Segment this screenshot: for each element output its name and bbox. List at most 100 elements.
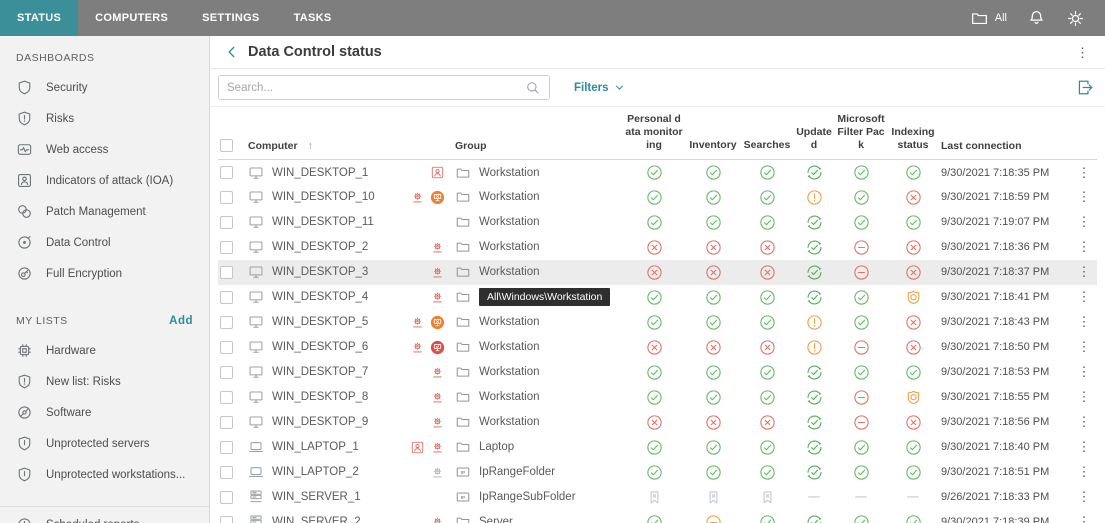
sidebar-item-indicators-of-attack-ioa[interactable]: Indicators of attack (IOA) xyxy=(0,165,209,196)
computer-name[interactable]: WIN_DESKTOP_9 xyxy=(272,416,369,429)
table-row[interactable]: WIN_LAPTOP_2 IP IpRangeFolder 9/30/2021 7:1… xyxy=(218,460,1097,485)
computer-name[interactable]: WIN_LAPTOP_2 xyxy=(272,466,359,479)
computer-name[interactable]: WIN_DESKTOP_3 xyxy=(272,266,369,279)
computer-name[interactable]: WIN_SERVER_1 xyxy=(272,491,361,504)
sidebar-item-risks[interactable]: Risks xyxy=(0,103,209,134)
row-checkbox[interactable] xyxy=(220,290,233,304)
sidebar-item-scheduled-reports[interactable]: Scheduled reports xyxy=(0,509,209,523)
row-menu-kebab-icon[interactable]: ⋮ xyxy=(1077,414,1091,430)
header-checkbox[interactable] xyxy=(220,139,233,153)
row-menu-kebab-icon[interactable]: ⋮ xyxy=(1077,489,1091,505)
row-menu-kebab-icon[interactable]: ⋮ xyxy=(1077,514,1091,523)
row-checkbox[interactable] xyxy=(220,265,233,279)
row-checkbox[interactable] xyxy=(220,240,233,254)
computer-name[interactable]: WIN_SERVER_2 xyxy=(272,516,361,523)
table-row[interactable]: WIN_DESKTOP_8 Workstation 9/30/2021 7:18:5… xyxy=(218,385,1097,410)
sidebar-item-hardware[interactable]: Hardware xyxy=(0,335,209,366)
row-checkbox[interactable] xyxy=(220,166,233,180)
sidebar-item-web-access[interactable]: Web access xyxy=(0,134,209,165)
column-header-updated[interactable]: Updated xyxy=(793,107,835,161)
column-header-last-connection[interactable]: Last connection xyxy=(939,107,1071,161)
add-list-button[interactable]: Add xyxy=(169,315,193,327)
row-menu-kebab-icon[interactable]: ⋮ xyxy=(1077,189,1091,205)
row-checkbox[interactable] xyxy=(220,390,233,404)
row-checkbox[interactable] xyxy=(220,315,233,329)
filters-button[interactable]: Filters xyxy=(574,82,625,94)
sidebar-item-patch-management[interactable]: Patch Management xyxy=(0,196,209,227)
table-row[interactable]: WIN_DESKTOP_4 All\Windows\Workstation 9/30… xyxy=(218,285,1097,310)
sidebar-item-unprotected-servers[interactable]: Unprotected servers xyxy=(0,428,209,459)
sidebar-item-unprotected-workstations[interactable]: Unprotected workstations... xyxy=(0,459,209,490)
column-header-searches[interactable]: Searches xyxy=(741,107,793,161)
row-menu-kebab-icon[interactable]: ⋮ xyxy=(1077,289,1091,305)
computer-name[interactable]: WIN_DESKTOP_2 xyxy=(272,241,369,254)
table-row[interactable]: WIN_DESKTOP_9 Workstation 9/30/2021 7:18:5… xyxy=(218,410,1097,435)
row-menu-kebab-icon[interactable]: ⋮ xyxy=(1077,314,1091,330)
row-menu-kebab-icon[interactable]: ⋮ xyxy=(1077,389,1091,405)
table-row[interactable]: WIN_DESKTOP_1 Workstation 9/30/2021 7:18:3… xyxy=(218,160,1097,185)
select-all-checkbox[interactable] xyxy=(218,107,246,161)
column-header-group[interactable]: Group xyxy=(453,107,623,161)
computer-name[interactable]: WIN_DESKTOP_7 xyxy=(272,366,369,379)
row-checkbox[interactable] xyxy=(220,515,233,523)
table-row[interactable]: WIN_DESKTOP_3 Workstation 9/30/2021 7:18:3… xyxy=(218,259,1097,285)
row-menu-kebab-icon[interactable]: ⋮ xyxy=(1077,239,1091,255)
row-checkbox[interactable] xyxy=(220,490,233,504)
table-row[interactable]: WIN_DESKTOP_6 Workstation 9/30/2021 7:18:5… xyxy=(218,335,1097,360)
computer-name[interactable]: WIN_DESKTOP_10 xyxy=(272,191,375,204)
sidebar-item-software[interactable]: Software xyxy=(0,397,209,428)
computer-name[interactable]: WIN_DESKTOP_6 xyxy=(272,341,369,354)
column-header-personal-data-monitoring[interactable]: Personal data monitoring xyxy=(623,107,685,161)
tab-status[interactable]: STATUS xyxy=(0,0,79,36)
page-menu-kebab-icon[interactable]: ⋮ xyxy=(1076,44,1089,60)
tab-settings[interactable]: SETTINGS xyxy=(202,12,260,24)
settings-gear-icon[interactable] xyxy=(1066,9,1085,28)
computer-name[interactable]: WIN_DESKTOP_4 xyxy=(272,291,369,304)
tab-computers[interactable]: COMPUTERS xyxy=(95,12,169,24)
row-menu-kebab-icon[interactable]: ⋮ xyxy=(1077,464,1091,480)
computer-name[interactable]: WIN_LAPTOP_1 xyxy=(272,441,359,454)
row-menu-kebab-icon[interactable]: ⋮ xyxy=(1077,214,1091,230)
search-input[interactable] xyxy=(227,81,525,94)
row-menu-kebab-icon[interactable]: ⋮ xyxy=(1077,439,1091,455)
tab-tasks[interactable]: TASKS xyxy=(293,12,332,24)
row-menu-kebab-icon[interactable]: ⋮ xyxy=(1077,364,1091,380)
sidebar-item-new-list-risks[interactable]: New list: Risks xyxy=(0,366,209,397)
table-row[interactable]: WIN_SERVER_1 IP IpRangeSubFolder — — — 9/26/20… xyxy=(218,485,1097,510)
status-ok-icon xyxy=(743,389,791,406)
column-header-microsoft-filter-pack[interactable]: Microsoft Filter Pack xyxy=(835,107,887,161)
row-checkbox[interactable] xyxy=(220,440,233,454)
row-checkbox[interactable] xyxy=(220,415,233,429)
sidebar-item-full-encryption[interactable]: Full Encryption xyxy=(0,258,209,289)
column-header-inventory[interactable]: Inventory xyxy=(685,107,741,161)
row-checkbox[interactable] xyxy=(220,190,233,204)
table-row[interactable]: WIN_DESKTOP_5 Workstation 9/30/2021 7:18:4… xyxy=(218,310,1097,335)
group-scope-selector[interactable]: All xyxy=(970,9,1007,28)
computer-name[interactable]: WIN_DESKTOP_5 xyxy=(272,316,369,329)
notifications-bell-icon[interactable] xyxy=(1027,9,1046,28)
table-row[interactable]: WIN_DESKTOP_11 Workstation 9/30/2021 7:19:… xyxy=(218,210,1097,235)
table-row[interactable]: WIN_DESKTOP_7 Workstation 9/30/2021 7:18:5… xyxy=(218,360,1097,385)
table-row[interactable]: WIN_DESKTOP_2 Workstation 9/30/2021 7:18:3… xyxy=(218,235,1097,260)
back-chevron-icon[interactable] xyxy=(224,44,240,60)
sidebar-item-security[interactable]: Security xyxy=(0,72,209,103)
table-row[interactable]: WIN_DESKTOP_10 Workstation 9/30/2021 7:18:… xyxy=(218,185,1097,210)
sidebar-item-data-control[interactable]: Data Control xyxy=(0,227,209,258)
status-error-icon xyxy=(687,264,739,281)
export-button[interactable] xyxy=(1076,78,1095,97)
column-header-indexing-status[interactable]: Indexing status xyxy=(887,107,939,161)
column-header-computer[interactable]: Computer ↑ xyxy=(246,107,453,161)
row-menu-kebab-icon[interactable]: ⋮ xyxy=(1077,164,1091,180)
row-checkbox[interactable] xyxy=(220,340,233,354)
row-checkbox[interactable] xyxy=(220,365,233,379)
status-ok-icon xyxy=(837,514,885,523)
row-menu-kebab-icon[interactable]: ⋮ xyxy=(1077,339,1091,355)
row-menu-kebab-icon[interactable]: ⋮ xyxy=(1077,264,1091,280)
row-checkbox[interactable] xyxy=(220,465,233,479)
computer-name[interactable]: WIN_DESKTOP_11 xyxy=(272,216,374,229)
computer-name[interactable]: WIN_DESKTOP_1 xyxy=(272,166,369,179)
table-row[interactable]: WIN_SERVER_2 Server 9/30/2021 7:18:39 PM ⋮ xyxy=(218,510,1097,523)
table-row[interactable]: WIN_LAPTOP_1 Laptop 9/30/2021 7:18:40 PM ⋮ xyxy=(218,435,1097,460)
row-checkbox[interactable] xyxy=(220,215,233,229)
computer-name[interactable]: WIN_DESKTOP_8 xyxy=(272,391,369,404)
